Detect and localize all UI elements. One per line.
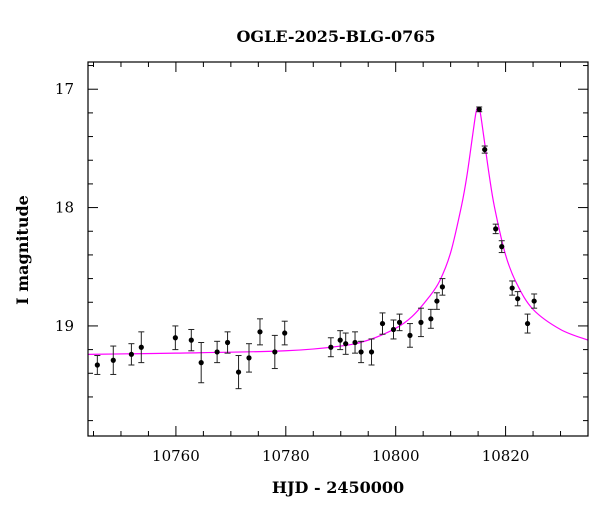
data-point [327,337,334,358]
data-point [358,340,365,364]
data-marker [337,337,343,343]
y-axis-label: I magnitude [13,195,32,305]
data-point [524,313,531,334]
data-marker [214,349,220,355]
data-point [352,331,359,354]
data-point [214,340,221,364]
y-tick-label: 17 [55,80,74,98]
data-point [531,293,538,309]
data-marker [235,369,242,375]
data-marker [515,296,521,302]
data-point [235,355,242,390]
x-axis-label: HJD - 2450000 [272,478,404,497]
data-point [492,223,499,235]
data-marker [328,344,334,350]
data-point [390,319,397,340]
data-marker [94,362,100,368]
x-tick-label: 10760 [152,447,200,465]
data-point [271,334,278,370]
data-point [224,331,231,354]
data-marker [172,335,178,341]
data-point [427,308,434,329]
data-marker [246,355,252,361]
data-marker [524,320,531,327]
data-marker [476,106,482,112]
data-marker [407,332,413,338]
data-marker [272,349,278,355]
data-point [94,355,101,375]
data-point [481,145,488,154]
data-marker [128,351,135,357]
data-point [172,325,179,351]
data-point [476,106,483,113]
x-tick-label: 10780 [262,447,310,465]
data-point [281,320,288,346]
data-marker [531,298,537,304]
data-point [245,343,252,373]
data-point [396,313,403,332]
data-point [406,323,413,348]
data-marker [428,316,434,322]
data-point [342,332,349,355]
data-marker [379,320,386,327]
plot-frame [87,61,589,437]
axis-ticks: 10760 10780 10800 10820 17 18 19 [55,62,589,465]
data-point [498,240,505,254]
data-marker [493,226,499,232]
data-marker [499,244,505,250]
data-marker [198,360,204,366]
data-marker [188,337,194,343]
y-tick-label: 18 [55,199,74,217]
x-tick-label: 10820 [482,447,530,465]
data-marker [368,349,375,355]
data-marker [509,285,515,291]
data-marker [352,339,358,346]
data-marker [482,146,488,153]
y-tick-label: 19 [55,317,74,335]
x-tick-label: 10800 [372,447,420,465]
data-point [138,331,145,364]
data-point [256,318,263,346]
data-marker [257,329,263,335]
chart-title: OGLE-2025-BLG-0765 [236,27,435,46]
data-marker [282,330,288,336]
data-marker [343,341,349,347]
data-marker [110,357,116,363]
data-point [110,345,117,375]
data-points-layer [94,106,538,390]
data-marker [224,339,231,346]
data-marker [418,319,424,325]
data-point [188,328,195,352]
data-point [433,292,440,310]
data-point [509,280,516,296]
data-point [514,291,521,307]
data-point [417,307,424,338]
model-curve-layer [87,106,589,355]
data-point [128,343,135,366]
data-point [337,330,344,351]
data-marker [439,284,445,290]
data-point [368,338,375,366]
data-point [198,342,205,384]
data-marker [390,326,397,333]
data-marker [358,349,364,355]
data-point [439,278,446,296]
data-marker [396,319,403,325]
data-point [379,312,386,335]
model-curve [87,106,589,355]
data-marker [138,344,144,350]
data-marker [434,298,440,304]
